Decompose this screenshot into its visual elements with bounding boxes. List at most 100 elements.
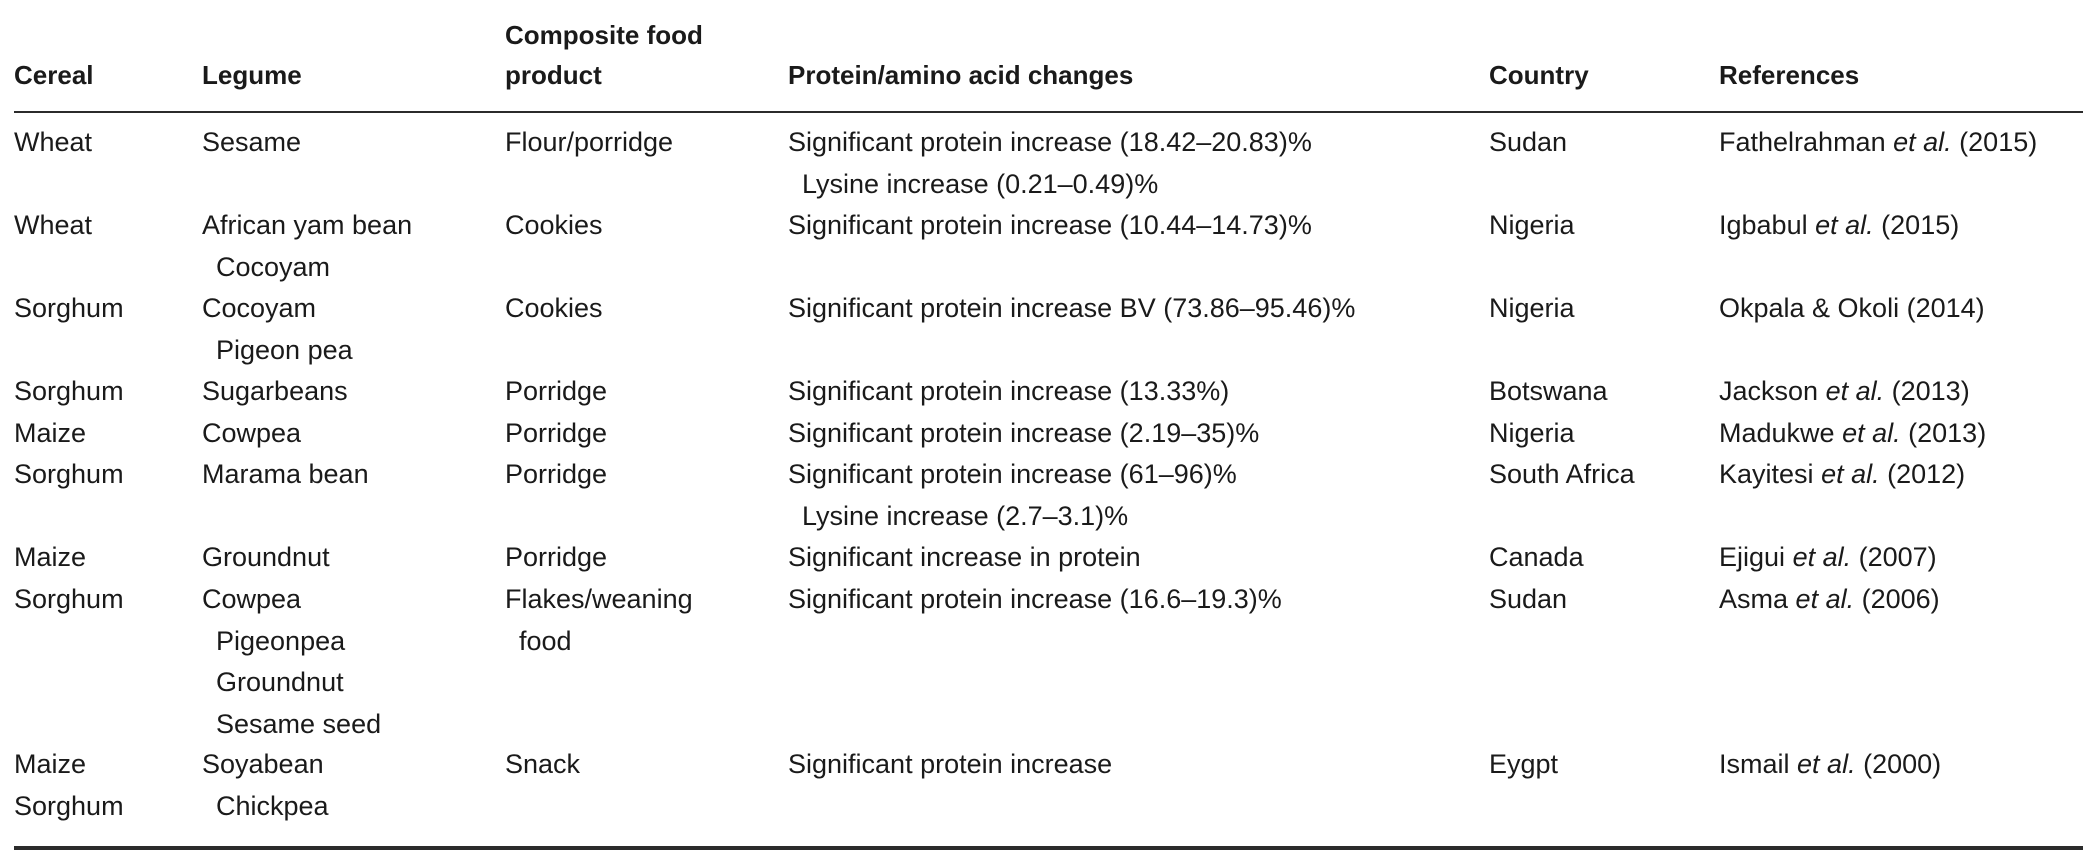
legume-line: Marama bean <box>202 459 369 489</box>
reference-year: (2007) <box>1858 542 1937 572</box>
reference-etal: et al. <box>1792 542 1852 572</box>
cell-protein: Significant protein increase BV (73.86–9… <box>788 288 1355 330</box>
data-table: Cereal Legume Composite food product Pro… <box>14 0 2083 850</box>
protein-line: Lysine increase (0.21–0.49)% <box>802 168 1159 199</box>
cell-product: Cookies <box>505 205 603 247</box>
cereal-line: Sorghum <box>14 293 124 323</box>
cell-product: Flakes/weaning food <box>505 579 693 662</box>
reference-etal: et al. <box>1842 418 1901 448</box>
cell-reference: Ejigui et al. (2007) <box>1719 537 1937 579</box>
protein-line: Significant increase in protein <box>788 542 1141 572</box>
reference-etal: et al. <box>1821 459 1880 489</box>
table-header: Cereal Legume Composite food product Pro… <box>14 0 2083 111</box>
reference-etal: et al. <box>1893 127 1952 157</box>
product-line: Cookies <box>505 210 603 240</box>
reference-year: (2000) <box>1863 749 1942 779</box>
cell-legume: Sesame <box>202 122 301 164</box>
cell-cereal: Wheat <box>14 122 92 164</box>
cell-cereal: Sorghum <box>14 454 124 496</box>
cereal-line: Maize <box>14 418 87 448</box>
reference-etal: et al. <box>1825 376 1885 406</box>
cell-product: Flour/porridge <box>505 122 673 164</box>
product-line: Cookies <box>505 293 603 323</box>
reference-author: Okpala & Okoli (2014) <box>1719 293 1985 323</box>
legume-line: Cowpea <box>202 584 302 614</box>
cell-reference: Madukwe et al. (2013) <box>1719 413 1986 455</box>
cell-product: Porridge <box>505 413 607 455</box>
legume-line: Pigeon pea <box>216 334 353 365</box>
cell-country: Canada <box>1489 542 1584 572</box>
legume-line: Sesame <box>202 127 302 157</box>
cell-reference: Fathelrahman et al. (2015) <box>1719 122 2037 164</box>
product-line: Porridge <box>505 459 608 489</box>
reference-year: (2006) <box>1861 584 1940 614</box>
cell-country: South Africa <box>1489 459 1635 489</box>
cell-legume: Soyabean Chickpea <box>202 744 329 827</box>
reference-year: (2015) <box>1881 210 1960 240</box>
reference-author: Fathelrahman <box>1719 127 1886 157</box>
cell-protein: Significant protein increase (16.6–19.3)… <box>788 579 1282 621</box>
legume-line: Chickpea <box>216 790 329 821</box>
legume-line: Soyabean <box>202 749 324 779</box>
cell-country: Eygpt <box>1489 749 1559 779</box>
legume-line: Cowpea <box>202 418 302 448</box>
cell-legume: Cocoyam Pigeon pea <box>202 288 353 371</box>
cell-reference: Kayitesi et al. (2012) <box>1719 454 1965 496</box>
cereal-line: Sorghum <box>14 376 124 406</box>
cell-reference: Igbabul et al. (2015) <box>1719 205 1959 247</box>
cell-cereal: Wheat <box>14 205 92 247</box>
protein-line: Significant protein increase <box>788 749 1113 779</box>
reference-year: (2015) <box>1959 127 2038 157</box>
protein-line: Significant protein increase (2.19–35)% <box>788 418 1260 448</box>
product-line: Porridge <box>505 542 608 572</box>
legume-line: Cocoyam <box>202 293 317 323</box>
cell-product: Porridge <box>505 371 607 413</box>
cell-legume: Marama bean <box>202 454 369 496</box>
cereal-line: Sorghum <box>14 459 124 489</box>
header-cereal: Cereal <box>14 60 94 90</box>
header-rule <box>14 111 2083 113</box>
cereal-line: Sorghum <box>14 790 124 821</box>
cereal-line: Wheat <box>14 210 93 240</box>
reference-author: Asma <box>1719 584 1789 614</box>
cell-reference: Asma et al. (2006) <box>1719 579 1940 621</box>
cell-protein: Significant protein increase <box>788 744 1112 786</box>
cell-legume: African yam bean Cocoyam <box>202 205 412 288</box>
cell-cereal: Sorghum <box>14 371 124 413</box>
cell-country: Sudan <box>1489 584 1568 614</box>
cell-reference: Ismail et al. (2000) <box>1719 744 1941 786</box>
reference-year: (2013) <box>1908 418 1987 448</box>
cereal-line: Wheat <box>14 127 93 157</box>
product-line: Porridge <box>505 418 608 448</box>
protein-line: Significant protein increase (16.6–19.3)… <box>788 584 1282 614</box>
cell-cereal: Maize Sorghum <box>14 744 124 827</box>
protein-line: Lysine increase (2.7–3.1)% <box>802 500 1129 531</box>
table-bottom-rule <box>14 846 2083 850</box>
cell-country: Sudan <box>1489 127 1568 157</box>
cereal-line: Maize <box>14 749 87 779</box>
legume-line: Pigeonpea <box>216 625 346 656</box>
header-composite-line1: Composite food <box>505 20 703 50</box>
cell-cereal: Sorghum <box>14 579 124 621</box>
cell-legume: Cowpea <box>202 413 301 455</box>
reference-author: Ejigui <box>1719 542 1786 572</box>
cell-protein: Significant increase in protein <box>788 537 1141 579</box>
reference-year: (2013) <box>1891 376 1970 406</box>
reference-author: Ismail <box>1719 749 1790 779</box>
header-country: Country <box>1489 60 1589 90</box>
cell-protein: Significant protein increase (10.44–14.7… <box>788 205 1312 247</box>
cereal-line: Maize <box>14 542 87 572</box>
legume-line: African yam bean <box>202 210 413 240</box>
cell-reference: Jackson et al. (2013) <box>1719 371 1970 413</box>
reference-author: Igbabul <box>1719 210 1808 240</box>
cereal-line: Sorghum <box>14 584 124 614</box>
header-composite-line2: product <box>505 60 602 90</box>
reference-author: Jackson <box>1719 376 1819 406</box>
product-line: Flour/porridge <box>505 127 674 157</box>
cell-product: Cookies <box>505 288 603 330</box>
protein-line: Significant protein increase (10.44–14.7… <box>788 210 1312 240</box>
protein-line: Significant protein increase (61–96)% <box>788 459 1237 489</box>
protein-line: Significant protein increase (18.42–20.8… <box>788 127 1312 157</box>
header-protein: Protein/amino acid changes <box>788 60 1134 90</box>
cell-protein: Significant protein increase (18.42–20.8… <box>788 122 1312 205</box>
